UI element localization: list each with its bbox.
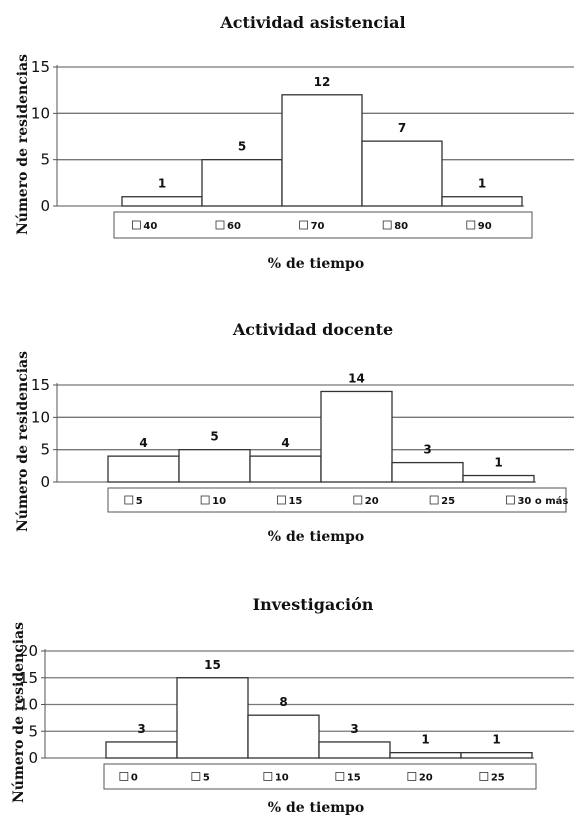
legend-swatch — [299, 220, 308, 230]
bar-15 — [318, 741, 391, 759]
data-label: 15 — [204, 658, 221, 672]
bar-10 — [178, 449, 251, 483]
y-axis-label: Número de residencias — [11, 622, 27, 803]
legend-entry: 5 — [203, 773, 210, 784]
y-tick-label: 20 — [19, 642, 38, 660]
y-tick-label: 5 — [28, 722, 38, 740]
bar-40 — [121, 196, 203, 207]
legend-entry: 90 — [478, 221, 492, 232]
bar-90 — [441, 196, 523, 207]
legend-swatch — [191, 772, 201, 781]
data-label: 8 — [279, 695, 287, 709]
data-label: 5 — [210, 430, 218, 444]
data-label: 14 — [348, 371, 365, 385]
chart-title: Actividad docente — [232, 320, 393, 339]
y-tick-label: 10 — [19, 696, 38, 714]
legend-swatch — [429, 495, 439, 505]
data-label: 1 — [478, 177, 486, 191]
legend-entry: 60 — [227, 221, 241, 232]
legend-box — [103, 763, 537, 790]
data-label: 1 — [492, 733, 500, 747]
data-label: 4 — [139, 436, 147, 450]
data-label: 3 — [350, 722, 358, 736]
y-tick-label: 15 — [19, 669, 38, 687]
bar-10 — [247, 714, 320, 759]
bar-5 — [176, 677, 249, 759]
data-label: 7 — [398, 121, 406, 135]
y-tick-label: 0 — [28, 749, 38, 767]
bar-30 o más — [462, 474, 535, 483]
legend-swatch — [479, 772, 489, 781]
x-axis-label: % de tiempo — [268, 800, 364, 816]
y-axis-label: Número de residencias — [15, 54, 31, 235]
x-axis-label: % de tiempo — [268, 529, 364, 545]
legend-box — [113, 211, 533, 239]
bar-25 — [391, 461, 464, 483]
legend-box — [107, 487, 567, 513]
y-tick-label: 0 — [40, 473, 50, 491]
legend-entry: 15 — [347, 773, 361, 784]
legend-entry: 25 — [441, 496, 455, 507]
data-label: 3 — [423, 443, 431, 457]
legend-entry: 20 — [365, 496, 379, 507]
legend-swatch — [263, 772, 273, 781]
legend-entry: 25 — [491, 773, 505, 784]
legend-swatch — [131, 220, 141, 230]
x-axis-label: % de tiempo — [268, 256, 364, 272]
chart-title: Investigación — [253, 595, 374, 614]
legend-swatch — [335, 772, 345, 781]
bar-25 — [460, 752, 533, 759]
chart-title: Actividad asistencial — [219, 13, 405, 32]
bar-5 — [107, 455, 180, 483]
data-label: 5 — [238, 140, 246, 154]
legend-entry: 20 — [419, 773, 433, 784]
bar-70 — [281, 94, 363, 207]
bar-15 — [249, 455, 322, 483]
y-tick-label: 5 — [40, 441, 50, 459]
y-tick-label: 5 — [40, 151, 50, 169]
legend-entry: 70 — [311, 221, 325, 232]
legend-swatch — [124, 495, 134, 505]
data-label: 1 — [494, 456, 502, 470]
legend-entry: 0 — [131, 773, 138, 784]
legend-entry: 10 — [275, 773, 289, 784]
legend-swatch — [466, 220, 476, 230]
data-label: 12 — [314, 75, 331, 89]
y-tick-label: 15 — [31, 58, 50, 76]
bar-20 — [320, 390, 393, 483]
legend-swatch — [200, 495, 210, 505]
legend-entry: 10 — [212, 496, 226, 507]
legend-entry: 5 — [136, 496, 143, 507]
data-label: 4 — [281, 436, 289, 450]
legend-swatch — [382, 220, 392, 230]
legend-swatch — [506, 495, 515, 505]
y-axis-label: Número de residencias — [15, 351, 31, 532]
data-label: 1 — [421, 733, 429, 747]
bar-0 — [105, 741, 178, 759]
y-tick-label: 10 — [31, 408, 50, 426]
legend-swatch — [277, 495, 286, 505]
y-tick-label: 0 — [40, 197, 50, 215]
legend-swatch — [119, 772, 129, 781]
data-label: 3 — [137, 722, 145, 736]
legend-entry: 15 — [288, 496, 302, 507]
legend-swatch — [353, 495, 363, 505]
legend-swatch — [407, 772, 417, 781]
legend-entry: 30 o más — [517, 495, 568, 507]
data-label: 1 — [158, 177, 166, 191]
bar-20 — [389, 752, 462, 759]
bar-80 — [361, 140, 443, 207]
legend-entry: 40 — [143, 221, 157, 232]
legend-entry: 80 — [394, 221, 408, 232]
legend-swatch — [215, 220, 225, 230]
y-tick-label: 15 — [31, 376, 50, 394]
bar-60 — [201, 159, 283, 207]
y-tick-label: 10 — [31, 104, 50, 122]
